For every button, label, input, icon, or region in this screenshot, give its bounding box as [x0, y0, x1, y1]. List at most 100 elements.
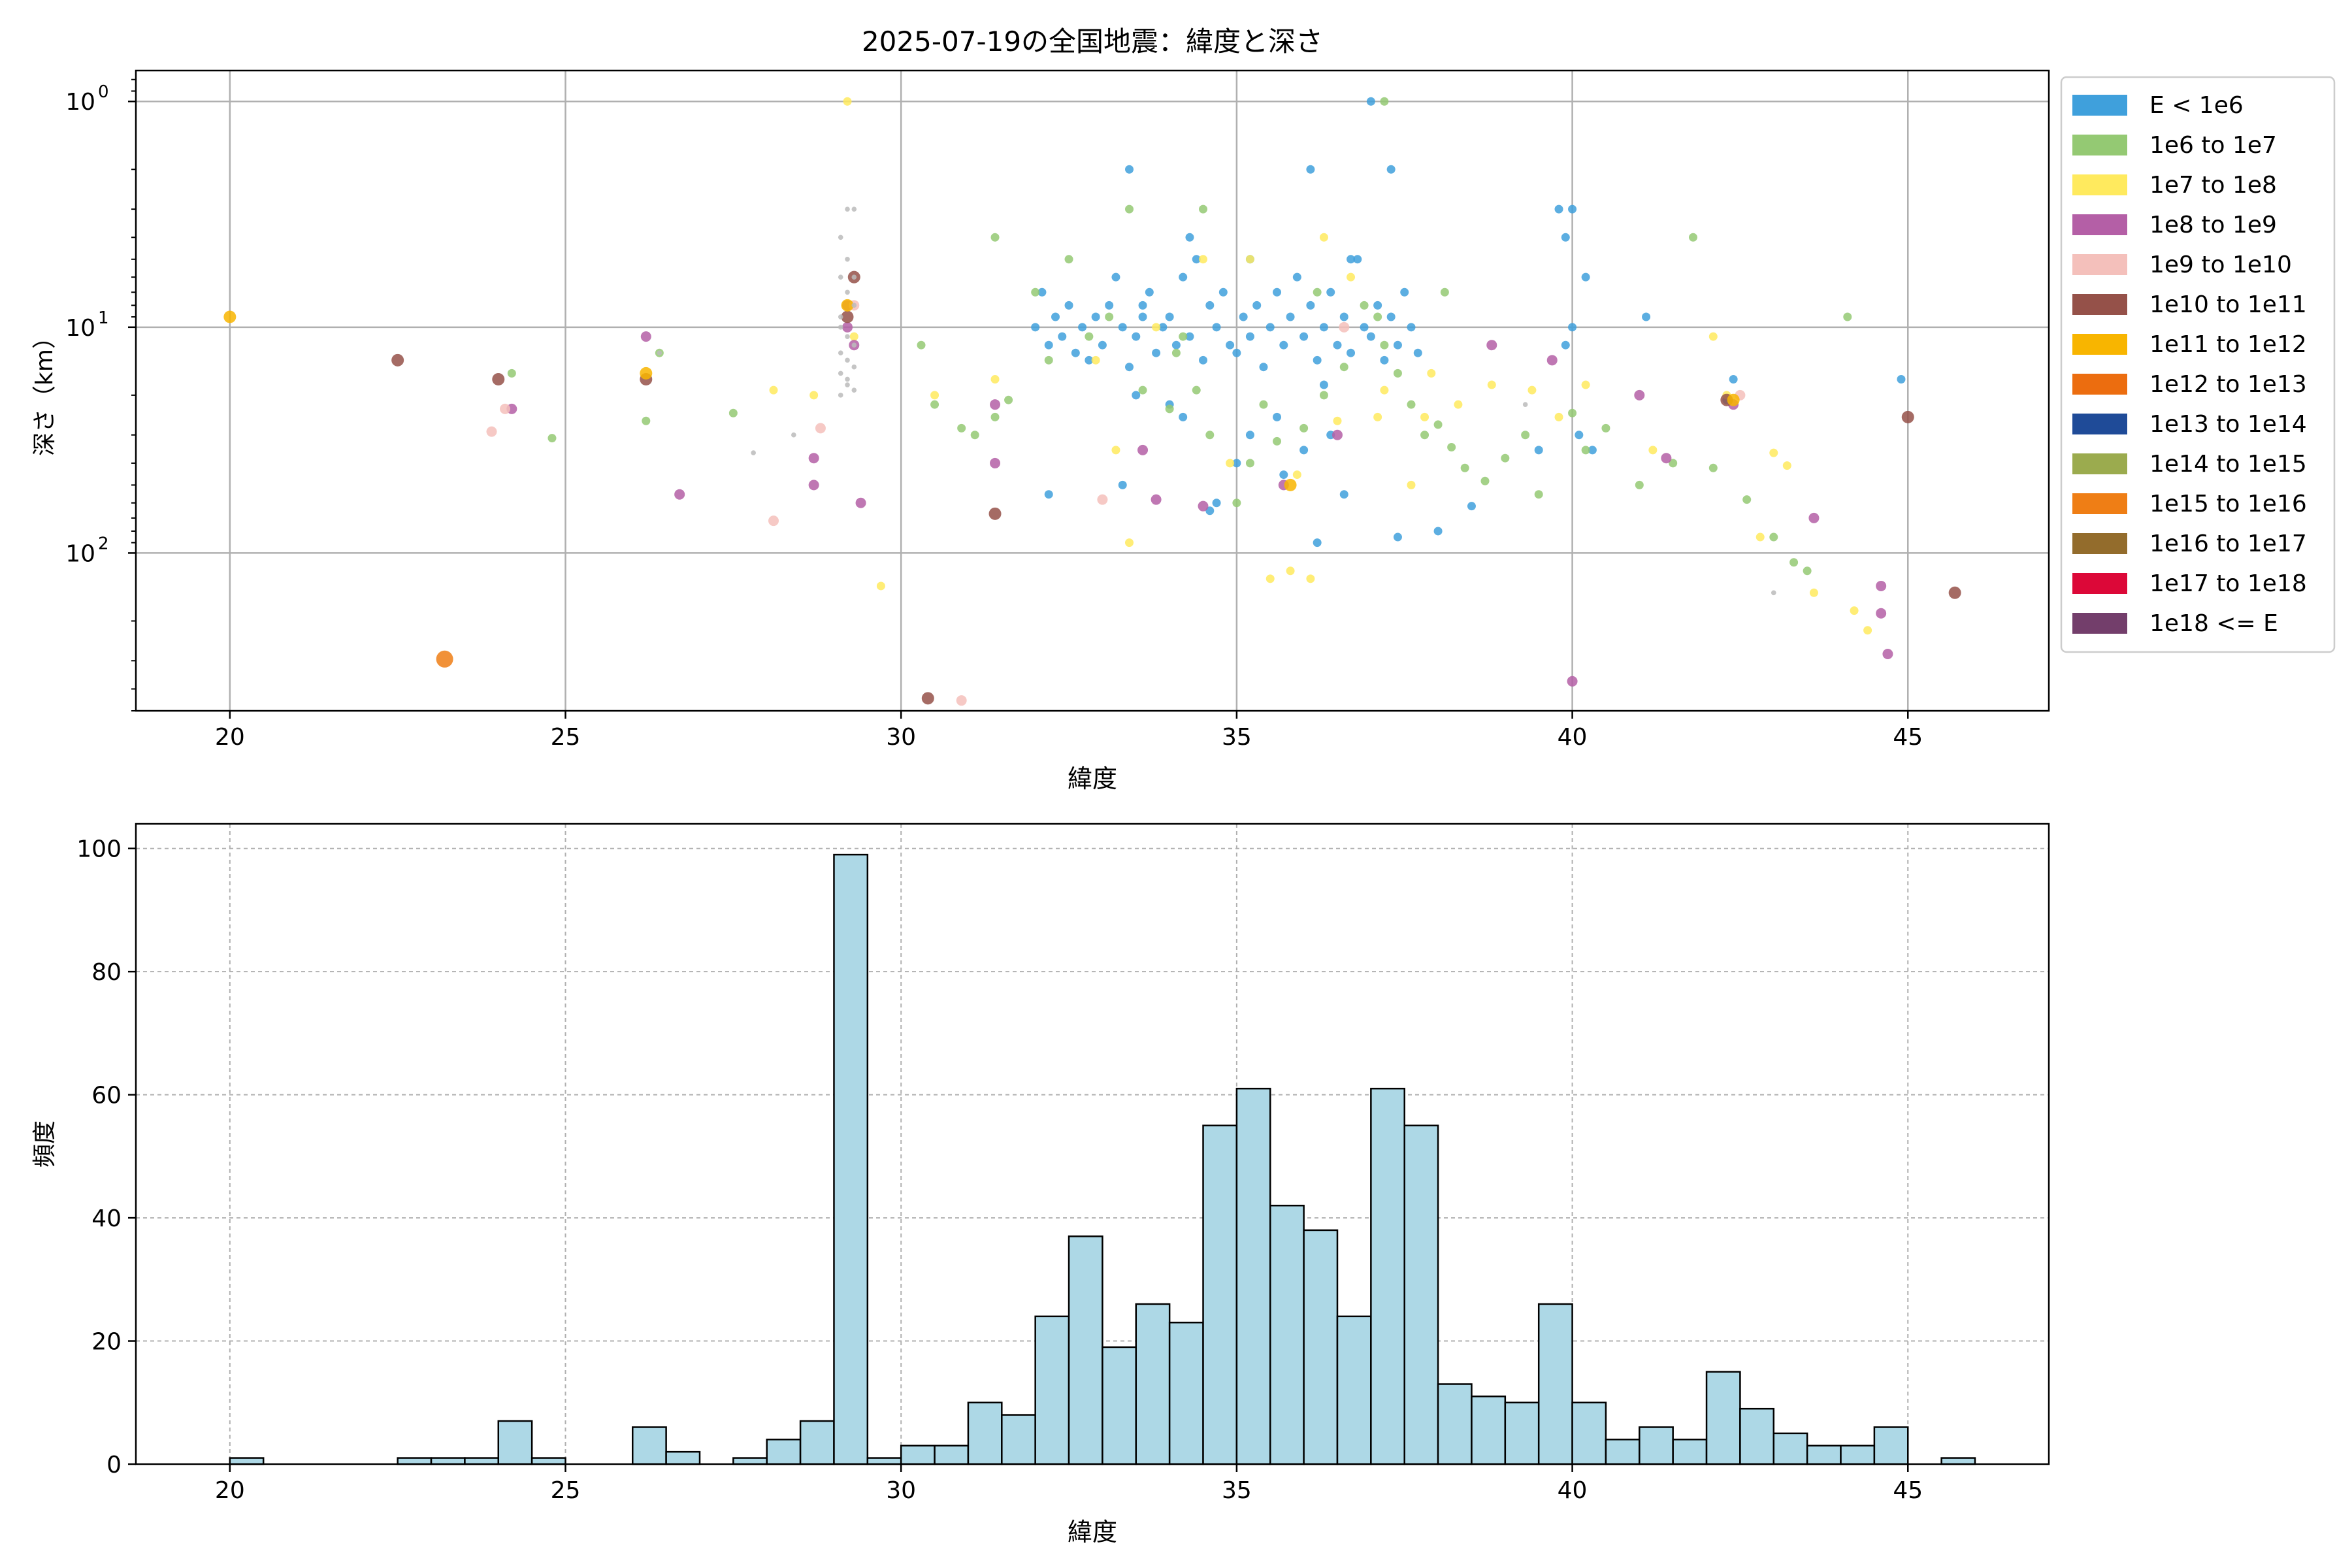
legend-swatch — [2072, 214, 2127, 235]
scatter-point — [1808, 512, 1820, 523]
scatter-point — [1097, 494, 1108, 505]
scatter-point — [1004, 395, 1013, 404]
scatter-point — [1266, 323, 1275, 332]
legend-swatch — [2072, 573, 2127, 594]
scatter-point — [751, 450, 756, 455]
histogram-bar — [1873, 1426, 1909, 1465]
scatter-point — [1232, 459, 1241, 468]
scatter-point — [1440, 287, 1449, 297]
scatter-point — [1125, 538, 1134, 547]
scatter-point — [815, 423, 826, 434]
scatter-point — [1138, 301, 1147, 310]
scatter-point — [956, 695, 967, 706]
scatter-point — [838, 274, 843, 280]
scatter-point — [1863, 626, 1872, 635]
scatter-point — [851, 364, 857, 370]
scatter-point — [990, 233, 1000, 242]
histogram-bar — [1471, 1396, 1507, 1465]
scatter-point — [1393, 368, 1402, 378]
histogram-bars — [229, 853, 1976, 1465]
scatter-point — [1771, 590, 1776, 596]
scatter-point — [1575, 431, 1584, 440]
histogram-y-tick-label: 100 — [76, 836, 122, 863]
scatter-point — [1333, 340, 1342, 350]
scatter-point — [1085, 332, 1094, 341]
scatter-point — [1319, 233, 1328, 242]
legend-label: 1e18 <= E — [2149, 610, 2278, 637]
scatter-point — [1460, 463, 1469, 472]
scatter-point — [1567, 676, 1578, 687]
scatter-point — [1319, 323, 1328, 332]
scatter-point — [990, 457, 1001, 468]
scatter-point — [838, 370, 843, 376]
histogram-bar — [732, 1457, 768, 1465]
scatter-point — [436, 650, 453, 668]
scatter-x-tick-label: 45 — [1893, 724, 1923, 751]
scatter-point — [851, 302, 857, 308]
scatter-point — [1386, 312, 1396, 321]
histogram-y-tick-label: 40 — [91, 1205, 122, 1232]
scatter-point — [1380, 340, 1389, 350]
scatter-point — [1125, 165, 1134, 174]
scatter-point — [1454, 400, 1463, 409]
scatter-point — [876, 581, 885, 591]
scatter-point — [838, 314, 843, 319]
scatter-point — [1339, 490, 1348, 499]
histogram-bar — [1168, 1322, 1204, 1465]
scatter-point — [1661, 453, 1672, 464]
scatter-point — [1259, 363, 1268, 372]
histogram-bar — [1068, 1235, 1103, 1465]
scatter-point — [1232, 348, 1241, 357]
scatter-point — [845, 334, 850, 339]
scatter-point — [1299, 446, 1309, 455]
scatter-point — [1339, 321, 1350, 333]
scatter-point — [1373, 301, 1382, 310]
scatter-point — [1037, 287, 1047, 297]
legend-swatch — [2072, 174, 2127, 195]
scatter-point — [1179, 412, 1188, 421]
scatter-point — [768, 515, 779, 527]
scatter-point — [769, 385, 778, 395]
scatter-point — [1111, 446, 1120, 455]
histogram-x-tick-label: 35 — [1222, 1477, 1252, 1504]
scatter-point — [1333, 416, 1342, 425]
histogram-bar — [1001, 1414, 1036, 1465]
scatter-point — [1393, 340, 1402, 350]
scatter-point — [1279, 470, 1288, 480]
scatter-point — [1554, 412, 1563, 421]
scatter-point — [1138, 312, 1147, 321]
scatter-point — [1769, 532, 1778, 542]
scatter-point — [838, 393, 843, 398]
scatter-point — [1313, 355, 1322, 365]
scatter-point — [1064, 255, 1073, 264]
scatter-point — [808, 453, 819, 464]
histogram-bar — [1705, 1371, 1741, 1465]
scatter-point — [1212, 323, 1221, 332]
histogram-bar — [866, 1457, 902, 1465]
histogram-bar — [665, 1450, 701, 1465]
scatter-point — [1331, 429, 1343, 440]
scatter-point — [1546, 355, 1558, 366]
legend-swatch — [2072, 493, 2127, 514]
histogram-bar — [632, 1426, 667, 1465]
scatter-point — [842, 321, 853, 333]
scatter-y-tick-label: 10 — [65, 540, 95, 567]
scatter-point — [657, 350, 662, 356]
scatter-point — [1273, 436, 1282, 446]
scatter-point — [1158, 323, 1168, 332]
histogram-bar — [1437, 1383, 1473, 1465]
scatter-point — [1642, 312, 1651, 321]
scatter-plot-frame — [135, 69, 2050, 712]
scatter-point — [1044, 340, 1053, 350]
scatter-point — [849, 332, 858, 341]
scatter-point — [1901, 410, 1914, 423]
legend-label: 1e9 to 1e10 — [2149, 252, 2292, 278]
legend-swatch — [2072, 414, 2127, 434]
scatter-y-tick-exponent: 1 — [98, 308, 109, 328]
scatter-point — [1360, 323, 1369, 332]
histogram-bar — [1336, 1315, 1372, 1465]
scatter-point — [1152, 348, 1161, 357]
scatter-point — [1407, 400, 1416, 409]
legend-label: 1e15 to 1e16 — [2149, 491, 2307, 517]
